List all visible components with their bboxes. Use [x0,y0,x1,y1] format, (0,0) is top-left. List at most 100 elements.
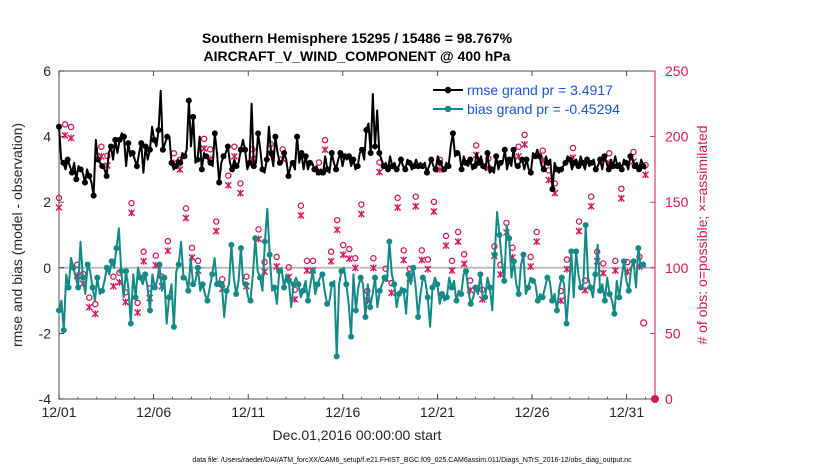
bias-point [343,281,350,288]
possible-obs-marker [442,232,450,240]
rmse-point [237,146,244,153]
possible-obs-marker [134,299,141,307]
rmse-point [68,169,75,176]
rmse-point [146,146,153,153]
rmse-point [354,163,361,170]
assimilated-obs-marker [55,204,63,212]
bias-point [525,284,532,291]
y-right-tick-label: 100 [665,260,689,276]
bias-point [79,274,86,281]
plot-area [55,70,656,400]
rmse-point [497,159,504,166]
y-left-tick-label: 0 [43,260,51,276]
possible-obs-marker [339,241,347,249]
bias-point [295,281,302,288]
assimilated-obs-marker [122,298,130,306]
possible-obs-marker [606,150,613,157]
bias-point [395,291,402,298]
rmse-point [133,163,140,170]
bias-point [247,297,254,304]
rmse-point [90,192,97,199]
bias-point [99,287,106,294]
possible-obs-marker [140,248,147,255]
assimilated-obs-marker [442,242,450,250]
y-right-axis: 0 50 100 150 200 250 [650,63,689,407]
bias-point [630,258,637,265]
rmse-point [56,123,62,130]
bias-point [84,261,91,268]
bias-point [367,304,374,311]
bias-point [515,291,522,298]
bias-point [357,274,364,281]
bias-point [65,284,72,291]
bias-point [620,258,627,265]
bias-point [199,281,206,288]
rmse-point [423,169,430,176]
rmse-point [198,166,205,173]
rmse-point [350,156,357,163]
rmse-point [389,163,396,170]
bias-point [204,297,211,304]
assimilated-obs-marker [303,266,311,274]
bias-point [132,294,139,301]
bias-point [486,284,493,291]
bias-point [252,235,259,242]
rmse-point [618,166,625,173]
bias-point [563,320,570,327]
possible-obs-marker [273,253,280,261]
bias-point [276,268,283,275]
bias-point [194,264,201,271]
bias-point [405,271,412,278]
rmse-point [432,166,439,173]
assimilated-obs-marker [460,260,468,268]
bias-point [237,245,244,252]
rmse-point [428,156,435,163]
assimilated-obs-marker [61,131,69,139]
possible-obs-marker [182,205,190,212]
possible-obs-marker [243,273,250,280]
possible-obs-marker [563,256,571,263]
bias-point [338,268,345,275]
bias-point [142,271,149,278]
rmse-point [640,163,647,170]
assimilated-obs-marker [236,189,244,197]
possible-obs-marker [297,202,305,210]
assimilated-obs-marker [617,194,625,202]
y-right-tick-label: 200 [665,129,689,145]
bias-point [151,284,158,291]
assimilated-obs-marker [599,269,607,277]
rmse-point [549,186,556,193]
bias-point [549,297,556,304]
bias-point [218,281,225,288]
bias-point [228,241,235,248]
possible-obs-marker [454,228,462,236]
rmse-point [190,113,197,120]
rmse-point [120,133,127,140]
bias-point [127,320,134,327]
bias-point [75,284,82,291]
possible-obs-marker [85,294,93,301]
rmse-point [242,146,249,153]
rmse-point [480,163,487,170]
rmse-point [207,159,214,166]
bias-point [391,281,398,288]
rmse-point [566,156,573,163]
bias-point [261,238,268,245]
bias-point [434,281,441,288]
possible-obs-marker [61,121,69,128]
legend-rmse-label: rmse grand pr = 3.4917 [467,82,613,98]
bias-point [477,271,484,278]
rmse-point [181,153,188,160]
rmse-point [341,153,348,160]
rmse-point [103,172,110,179]
assimilated-obs-marker [375,168,383,176]
y-left-tick-label: -4 [39,391,52,407]
rmse-point [151,136,158,143]
bias-point [601,297,608,304]
bias-point [103,264,110,271]
possible-obs-marker [188,244,196,251]
rmse-point [203,153,210,160]
rmse-point [527,169,534,176]
x-axis-label: Dec.01,2016 00:00:00 start [273,427,442,443]
